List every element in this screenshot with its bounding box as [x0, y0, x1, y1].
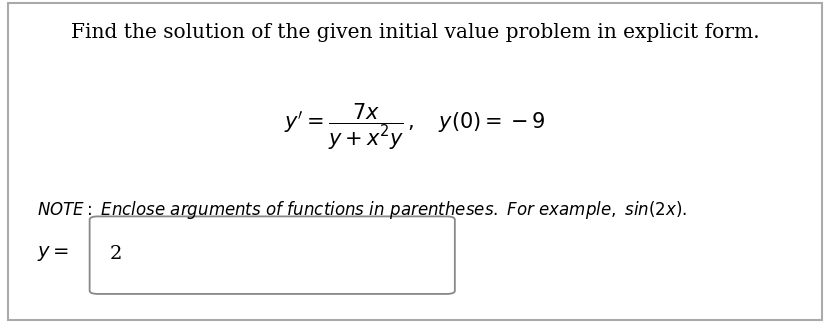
Text: $y = $: $y = $ — [37, 244, 69, 263]
Text: Find the solution of the given initial value problem in explicit form.: Find the solution of the given initial v… — [71, 23, 759, 42]
Text: $\mathit{NOTE{:}\ Enclose\ arguments\ of\ functions\ in\ parentheses.\ For\ exam: $\mathit{NOTE{:}\ Enclose\ arguments\ of… — [37, 199, 687, 221]
Text: $y' = \dfrac{7x}{y + x^2y}\,, \quad y(0) = -9$: $y' = \dfrac{7x}{y + x^2y}\,, \quad y(0)… — [284, 102, 546, 152]
Text: 2: 2 — [110, 245, 122, 263]
FancyBboxPatch shape — [90, 216, 455, 294]
